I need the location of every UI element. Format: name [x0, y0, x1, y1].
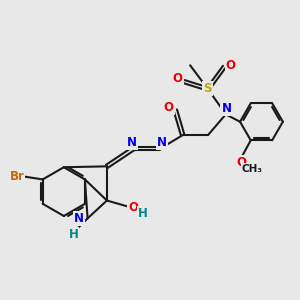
- Text: O: O: [226, 59, 236, 72]
- Text: N: N: [221, 102, 231, 115]
- Text: N: N: [127, 136, 137, 149]
- Text: O: O: [172, 72, 183, 85]
- Text: O: O: [128, 202, 138, 214]
- Text: S: S: [203, 82, 212, 95]
- Text: O: O: [237, 156, 247, 169]
- Text: N: N: [74, 212, 84, 225]
- Text: N: N: [157, 136, 167, 149]
- Text: Br: Br: [9, 170, 24, 183]
- Text: O: O: [164, 101, 174, 114]
- Text: CH₃: CH₃: [242, 164, 263, 174]
- Text: H: H: [138, 206, 148, 220]
- Text: H: H: [69, 228, 79, 241]
